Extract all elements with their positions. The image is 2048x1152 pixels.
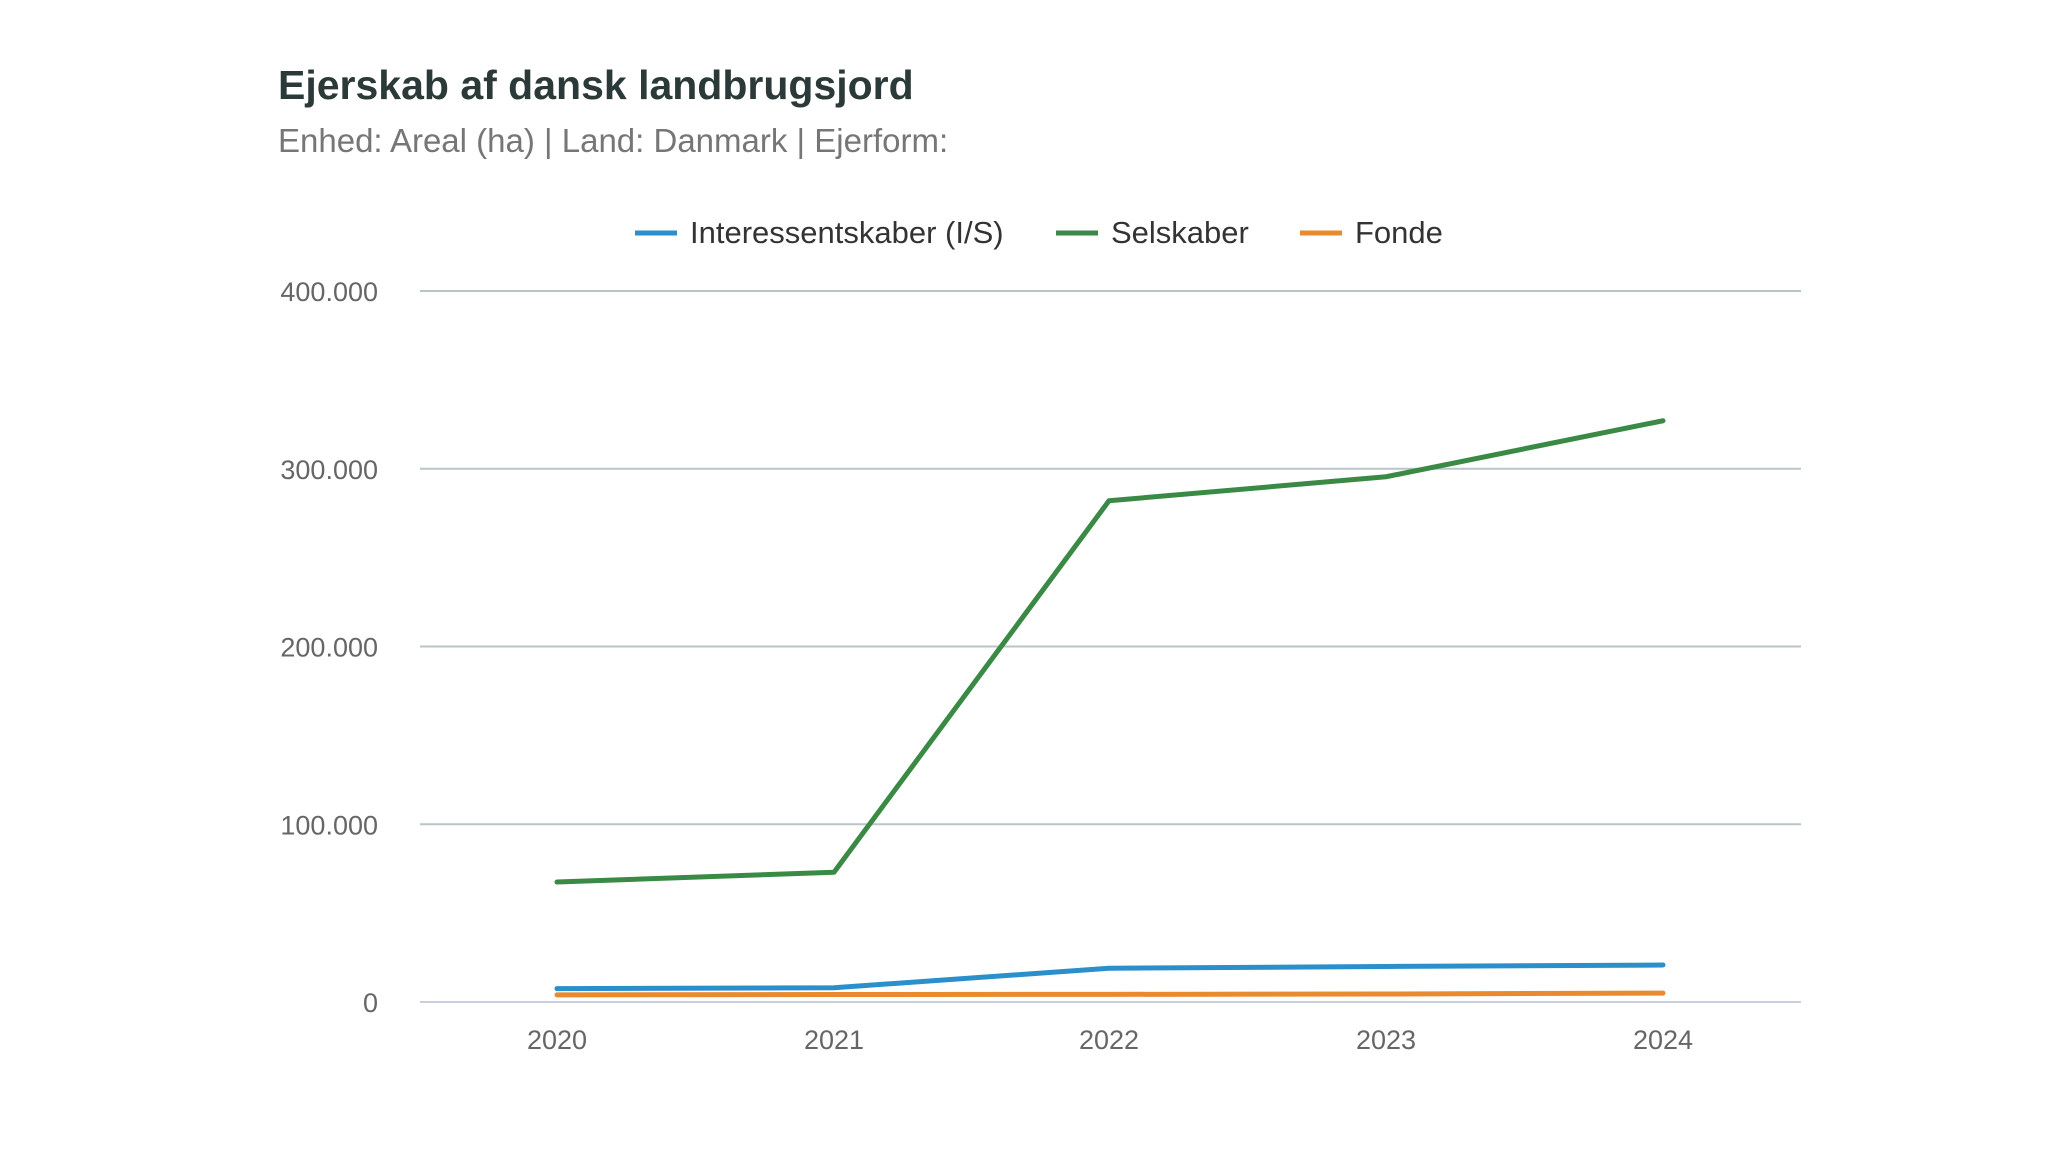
y-tick-label: 200.000	[280, 633, 378, 663]
series-line-interessentskaber-i-s-	[554, 962, 1666, 992]
chart-subtitle: Enhed: Areal (ha) | Land: Danmark | Ejer…	[278, 122, 949, 159]
y-tick-label: 400.000	[280, 277, 378, 307]
chart-title: Ejerskab af dansk landbrugsjord	[278, 62, 914, 108]
y-tick-label: 0	[363, 988, 378, 1018]
x-tick-label: 2021	[804, 1025, 864, 1055]
series-line-selskaber	[554, 418, 1666, 885]
x-tick-label: 2020	[527, 1025, 587, 1055]
x-tick-label: 2024	[1633, 1025, 1693, 1055]
x-tick-label: 2022	[1079, 1025, 1139, 1055]
x-tick-label: 2023	[1356, 1025, 1416, 1055]
y-tick-label: 300.000	[280, 455, 378, 485]
legend-label: Selskaber	[1111, 215, 1249, 250]
series-line-fonde	[554, 990, 1666, 998]
legend-label: Interessentskaber (I/S)	[690, 215, 1004, 250]
legend-label: Fonde	[1355, 215, 1443, 250]
y-tick-label: 100.000	[280, 810, 378, 840]
